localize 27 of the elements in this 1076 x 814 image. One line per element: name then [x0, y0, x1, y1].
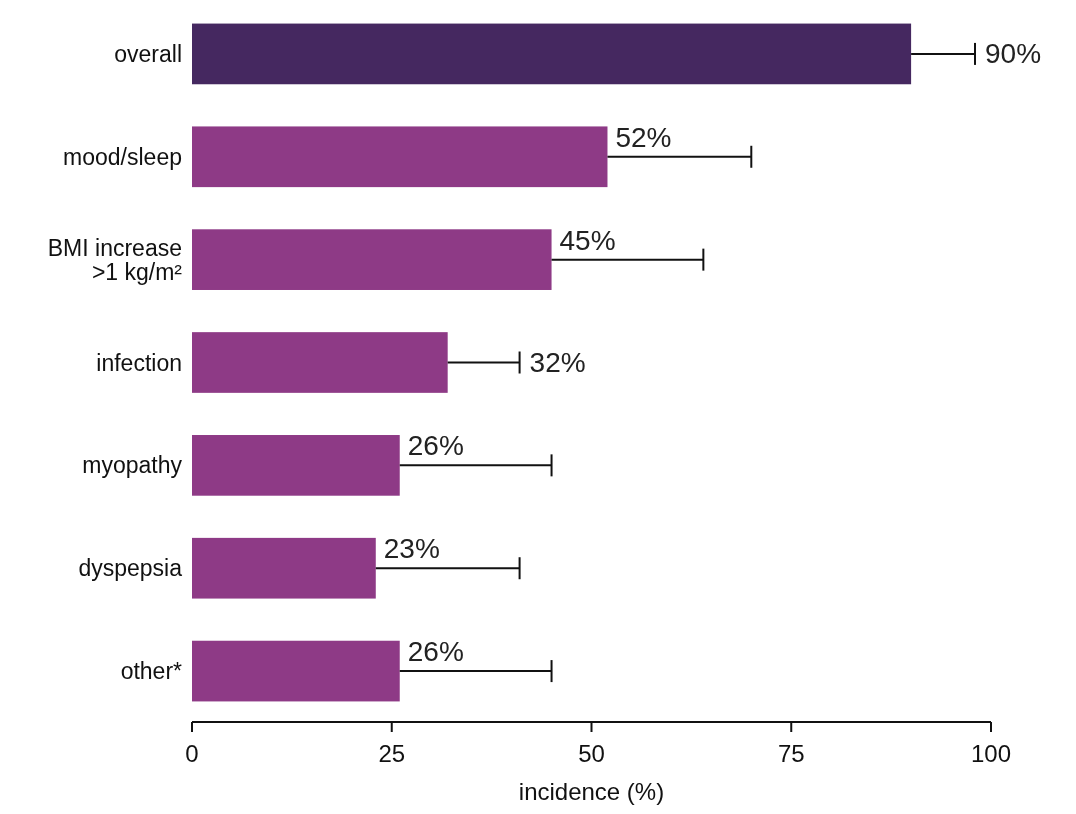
data-label: 26% [407, 430, 464, 462]
y-tick-label: mood/sleep [63, 143, 182, 170]
bar [192, 23, 912, 85]
bar [192, 435, 400, 496]
x-tick-label: 0 [185, 740, 199, 767]
y-tick-label: other* [120, 658, 183, 685]
bar [192, 537, 376, 599]
y-tick-label: BMI increase >1 kg/m² [47, 234, 183, 285]
y-tick-label: infection [96, 349, 182, 376]
data-label: 32% [529, 346, 586, 378]
data-label: 23% [383, 533, 440, 565]
y-tick-label: overall [114, 40, 182, 67]
x-tick-label: 75 [777, 740, 805, 767]
data-label: 90% [985, 37, 1042, 69]
x-tick-label: 100 [970, 740, 1012, 767]
y-tick-label: myopathy [82, 452, 183, 479]
bar [192, 640, 400, 702]
bar [192, 332, 448, 393]
bar [192, 229, 552, 290]
x-axis-title: incidence (%) [518, 778, 665, 805]
bar [192, 126, 608, 188]
x-tick-label: 25 [378, 740, 406, 767]
data-label: 52% [615, 121, 672, 153]
data-label: 45% [559, 224, 616, 256]
y-tick-label: dyspepsia [78, 555, 183, 582]
x-tick-label: 50 [578, 740, 605, 767]
data-label: 26% [407, 636, 464, 668]
